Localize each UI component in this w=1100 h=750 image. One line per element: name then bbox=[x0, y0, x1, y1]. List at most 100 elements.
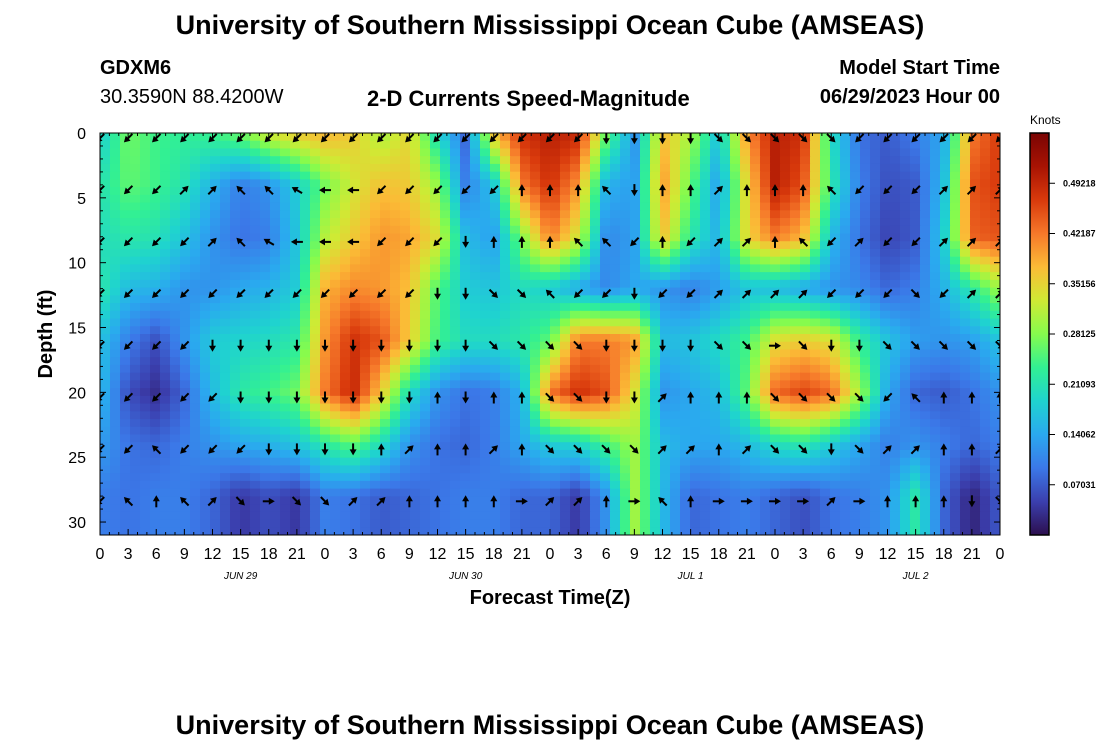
heatmap-cell bbox=[990, 171, 1000, 180]
heatmap-cell bbox=[340, 303, 351, 312]
heatmap-cell bbox=[520, 272, 531, 281]
heatmap-cell bbox=[380, 480, 391, 490]
heatmap-cell bbox=[640, 395, 651, 405]
heatmap-cell bbox=[630, 357, 641, 366]
heatmap-cell bbox=[710, 449, 721, 459]
heatmap-cell bbox=[250, 148, 261, 157]
heatmap-cell bbox=[450, 210, 461, 219]
current-arrow bbox=[123, 288, 134, 298]
heatmap-cell bbox=[570, 511, 581, 521]
heatmap-cell bbox=[530, 140, 541, 150]
heatmap-cell bbox=[610, 334, 621, 343]
current-arrow bbox=[995, 496, 1000, 505]
heatmap-cell bbox=[750, 334, 761, 343]
heatmap-cell bbox=[660, 272, 671, 281]
heatmap-cell bbox=[320, 171, 331, 180]
heatmap-cell bbox=[610, 364, 621, 374]
heatmap-cell bbox=[900, 272, 911, 281]
heatmap-cell bbox=[800, 187, 811, 196]
heatmap-cell bbox=[420, 279, 431, 289]
heatmap-cell bbox=[820, 504, 831, 513]
heatmap-cell bbox=[870, 388, 881, 397]
heatmap-cell bbox=[780, 496, 791, 505]
heatmap-cell bbox=[280, 426, 291, 436]
heatmap-cell bbox=[650, 480, 661, 490]
heatmap-cell bbox=[800, 295, 811, 304]
heatmap-cell bbox=[300, 434, 311, 443]
heatmap-cell bbox=[350, 272, 361, 281]
heatmap-cell bbox=[140, 488, 151, 497]
heatmap-cell bbox=[830, 480, 841, 490]
heatmap-cell bbox=[210, 527, 221, 535]
heatmap-cell bbox=[290, 527, 301, 535]
heatmap-cell bbox=[530, 372, 541, 381]
heatmap-cell bbox=[980, 163, 991, 173]
heatmap-cell bbox=[150, 457, 161, 467]
heatmap-cell bbox=[770, 511, 781, 521]
heatmap-cell bbox=[150, 326, 161, 335]
heatmap-cell bbox=[550, 241, 561, 250]
heatmap-cell bbox=[320, 156, 331, 165]
heatmap-cell bbox=[370, 241, 381, 250]
heatmap-cell bbox=[430, 163, 441, 173]
heatmap-cell bbox=[680, 496, 691, 505]
heatmap-cell bbox=[700, 187, 711, 196]
current-arrow bbox=[208, 288, 218, 298]
heatmap-cell bbox=[560, 411, 571, 420]
heatmap-cell bbox=[550, 449, 561, 459]
heatmap-cell bbox=[210, 465, 221, 474]
current-arrow bbox=[152, 392, 162, 402]
heatmap-cell bbox=[700, 140, 711, 150]
heatmap-cell bbox=[940, 248, 951, 258]
heatmap-cell bbox=[300, 334, 311, 343]
heatmap-cell bbox=[750, 303, 761, 312]
heatmap-cell bbox=[210, 179, 221, 188]
heatmap-cell bbox=[670, 473, 681, 482]
heatmap-cell bbox=[540, 449, 551, 459]
heatmap-cell bbox=[590, 310, 601, 320]
heatmap-cell bbox=[300, 527, 311, 535]
heatmap-cell bbox=[540, 357, 551, 366]
heatmap-cell bbox=[110, 133, 121, 142]
heatmap-cell bbox=[830, 133, 841, 142]
heatmap-cell bbox=[900, 426, 911, 436]
heatmap-cell bbox=[280, 179, 291, 188]
heatmap-cell bbox=[730, 480, 741, 490]
heatmap-cell bbox=[340, 372, 351, 381]
heatmap-cell bbox=[850, 148, 861, 157]
heatmap-cell bbox=[490, 187, 501, 196]
heatmap-cell bbox=[130, 287, 141, 296]
heatmap-cell bbox=[790, 326, 801, 335]
heatmap-cell bbox=[360, 527, 371, 535]
heatmap-cell bbox=[870, 527, 881, 535]
heatmap-cell bbox=[400, 256, 411, 266]
heatmap-cell bbox=[450, 148, 461, 157]
heatmap-cell bbox=[770, 488, 781, 497]
heatmap-cell bbox=[100, 527, 111, 535]
heatmap-cell bbox=[850, 357, 861, 366]
heatmap-cell bbox=[400, 364, 411, 374]
heatmap-cell bbox=[480, 210, 491, 219]
heatmap-cell bbox=[660, 163, 671, 173]
heatmap-cell bbox=[990, 403, 1000, 412]
heatmap-cell bbox=[520, 264, 531, 273]
heatmap-cell bbox=[400, 488, 411, 497]
heatmap-cell bbox=[300, 403, 311, 412]
heatmap-cell bbox=[440, 488, 451, 497]
heatmap-cell bbox=[280, 171, 291, 180]
heatmap-cell bbox=[520, 434, 531, 443]
heatmap-cell bbox=[720, 133, 731, 142]
heatmap-cell bbox=[950, 403, 961, 412]
heatmap-cell bbox=[920, 256, 931, 266]
heatmap-cell bbox=[620, 148, 631, 157]
heatmap-cell bbox=[250, 527, 261, 535]
heatmap-cell bbox=[360, 248, 371, 258]
heatmap-cell bbox=[250, 334, 261, 343]
heatmap-cell bbox=[130, 171, 141, 180]
heatmap-cell bbox=[620, 210, 631, 219]
heatmap-cell bbox=[950, 133, 961, 142]
heatmap-cell bbox=[740, 388, 751, 397]
heatmap-cell bbox=[630, 380, 641, 389]
heatmap-cell bbox=[530, 419, 541, 428]
heatmap-cell bbox=[580, 449, 591, 459]
